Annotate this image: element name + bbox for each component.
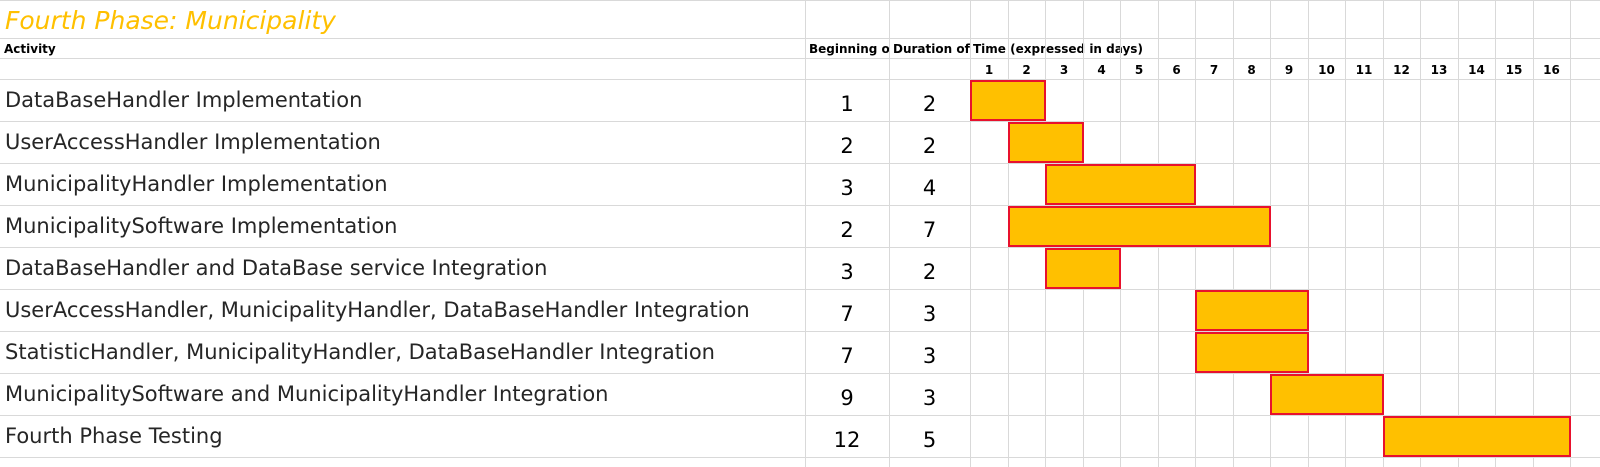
gantt-bar [1270, 374, 1384, 415]
grid-column-line [1383, 0, 1384, 467]
day-label: 2 [1022, 63, 1031, 77]
grid-row-line [0, 79, 1600, 80]
day-label: 9 [1284, 63, 1294, 77]
gantt-bar [1382, 416, 1571, 457]
page-title: Fourth Phase: Municipality [5, 6, 336, 35]
day-label: 1 [984, 63, 994, 77]
grid-row-line [0, 457, 1600, 458]
gantt-bar [1195, 332, 1309, 373]
activity-name: MunicipalityHandler Implementation [5, 172, 388, 196]
activity-name: DataBaseHandler Implementation [5, 88, 363, 112]
activity-name: UserAccessHandler, MunicipalityHandler, … [5, 298, 750, 322]
duration-value: 2 [922, 134, 937, 158]
day-label: 13 [1430, 63, 1448, 77]
grid-row-line [0, 331, 1600, 332]
day-label: 11 [1355, 63, 1373, 77]
activity-name: Fourth Phase Testing [5, 424, 223, 448]
day-label: 16 [1543, 63, 1560, 77]
duration-value: 7 [922, 218, 937, 242]
duration-value: 4 [922, 176, 937, 200]
grid-column-line [1308, 0, 1309, 467]
grid-row-line [0, 0, 1600, 1]
grid-row-line [0, 373, 1600, 374]
grid-row-line [0, 38, 1600, 39]
beginning-value: 3 [840, 176, 854, 200]
grid-column-line [970, 0, 971, 467]
grid-column-line [1420, 0, 1421, 467]
day-label: 12 [1393, 63, 1410, 77]
day-label: 10 [1318, 63, 1335, 77]
beginning-value: 9 [840, 386, 854, 410]
grid-row-line [0, 163, 1600, 164]
grid-row-line [0, 205, 1600, 206]
activity-header: Activity [4, 42, 56, 56]
grid-column-line [1345, 0, 1346, 467]
grid-row-line [0, 415, 1600, 416]
day-label: 6 [1172, 63, 1181, 77]
gantt-bar [1007, 206, 1271, 247]
day-label: 4 [1097, 63, 1106, 77]
activity-name: StatisticHandler, MunicipalityHandler, D… [5, 340, 715, 364]
beginning-value: 2 [840, 134, 854, 158]
beginning-value: 2 [840, 218, 854, 242]
activity-name: MunicipalitySoftware and MunicipalityHan… [5, 382, 609, 406]
grid-row-line [0, 289, 1600, 290]
beginning-value: 3 [840, 260, 854, 284]
day-label: 8 [1247, 63, 1256, 77]
beginning-value: 12 [833, 428, 861, 452]
beginning-header: Beginning of [809, 42, 889, 56]
grid-column-line [1495, 0, 1496, 467]
grid-column-line [1458, 0, 1459, 467]
day-label: 5 [1134, 63, 1144, 77]
gantt-bar [1007, 122, 1084, 163]
beginning-value: 7 [840, 344, 854, 368]
activity-name: MunicipalitySoftware Implementation [5, 214, 398, 238]
gantt-bar [1195, 290, 1309, 331]
duration-value: 3 [922, 302, 937, 326]
gantt-bar [1045, 164, 1196, 205]
beginning-value: 1 [840, 92, 854, 116]
duration-value: 5 [922, 428, 937, 452]
gantt-bar [970, 80, 1046, 121]
duration-value: 2 [922, 260, 937, 284]
duration-header: Duration of t [893, 42, 970, 56]
day-label: 15 [1505, 63, 1523, 77]
duration-value: 2 [922, 92, 937, 116]
grid-row-line [0, 121, 1600, 122]
grid-column-line [1533, 0, 1534, 467]
activity-name: DataBaseHandler and DataBase service Int… [5, 256, 548, 280]
day-label: 3 [1059, 63, 1069, 77]
grid-row-line [0, 247, 1600, 248]
gantt-bar [1045, 248, 1121, 289]
duration-value: 3 [922, 386, 937, 410]
duration-value: 3 [922, 344, 937, 368]
beginning-value: 7 [840, 302, 854, 326]
grid-column-line [889, 0, 890, 467]
grid-column-line [805, 0, 806, 467]
day-label: 14 [1468, 63, 1485, 77]
time-axis-title: Time (expressed in days) [973, 42, 1143, 56]
grid-column-line [1570, 0, 1571, 467]
grid-row-line [0, 58, 1600, 59]
day-label: 7 [1209, 63, 1219, 77]
activity-name: UserAccessHandler Implementation [5, 130, 381, 154]
